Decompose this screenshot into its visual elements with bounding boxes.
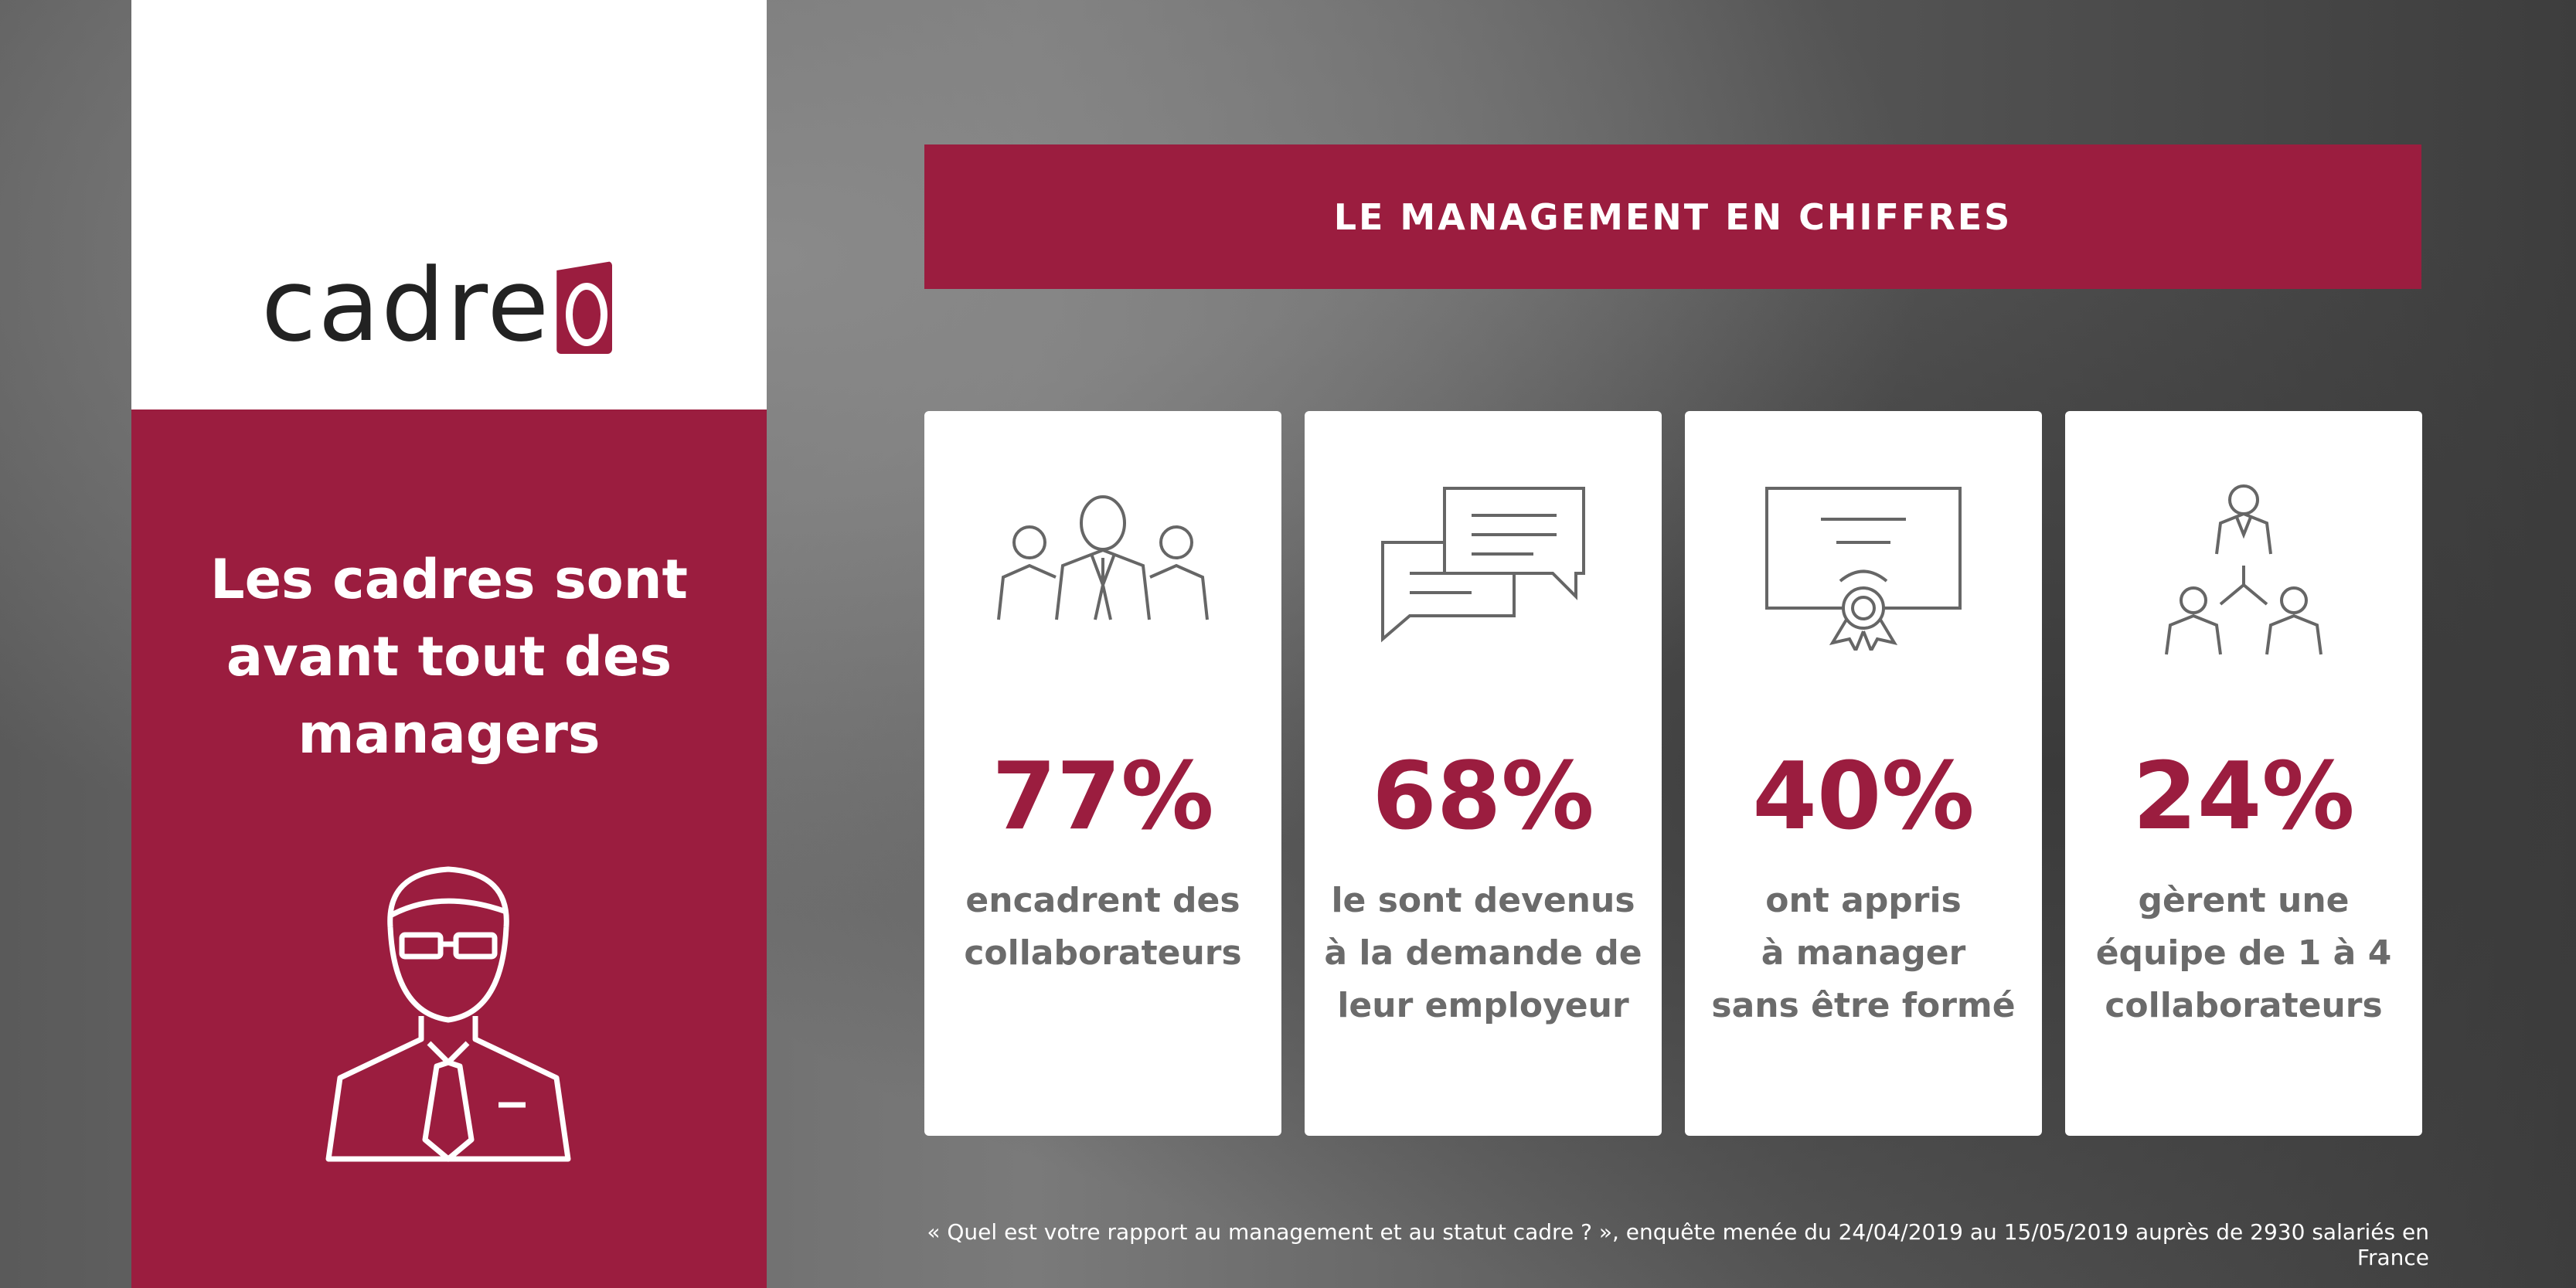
stat-label: ont appris à manager sans être formé <box>1711 881 2016 1025</box>
chat-bubbles-icon <box>1381 487 1585 643</box>
certificate-icon <box>1765 487 1962 651</box>
left-panel: cadreo cadre Les cadres sont avant tout … <box>131 0 767 1288</box>
team-icon <box>997 495 1209 620</box>
stat-label: encadrent des collaborateurs <box>964 881 1242 973</box>
cadreo-logo: cadreo cadre <box>261 255 613 355</box>
source-footnote: « Quel est votre rapport au management e… <box>927 1219 2429 1270</box>
stat-value: 77% <box>992 743 1214 851</box>
stat-label: gèrent une équipe de 1 à 4 collaborateur… <box>2095 881 2392 1025</box>
stat-card: 77% encadrent des collaborateurs <box>924 411 1281 1136</box>
stat-value: 40% <box>1752 743 1975 851</box>
stat-card: 24% gèrent une équipe de 1 à 4 collabora… <box>2065 411 2422 1136</box>
stat-card: 68% le sont devenus à la demande de leur… <box>1305 411 1662 1136</box>
stat-value: 68% <box>1372 743 1594 851</box>
hierarchy-icon <box>2165 484 2322 655</box>
manager-icon <box>325 866 571 1162</box>
logo-area: cadreo cadre <box>131 0 767 410</box>
stat-label: le sont devenus à la demande de leur emp… <box>1324 881 1642 1025</box>
stat-value: 24% <box>2132 743 2355 851</box>
headline: Les cadres sont avant tout des managers <box>209 548 689 766</box>
header-bar: LE MANAGEMENT EN CHIFFRES <box>924 144 2421 289</box>
stat-card: 40% ont appris à manager sans être formé <box>1685 411 2042 1136</box>
